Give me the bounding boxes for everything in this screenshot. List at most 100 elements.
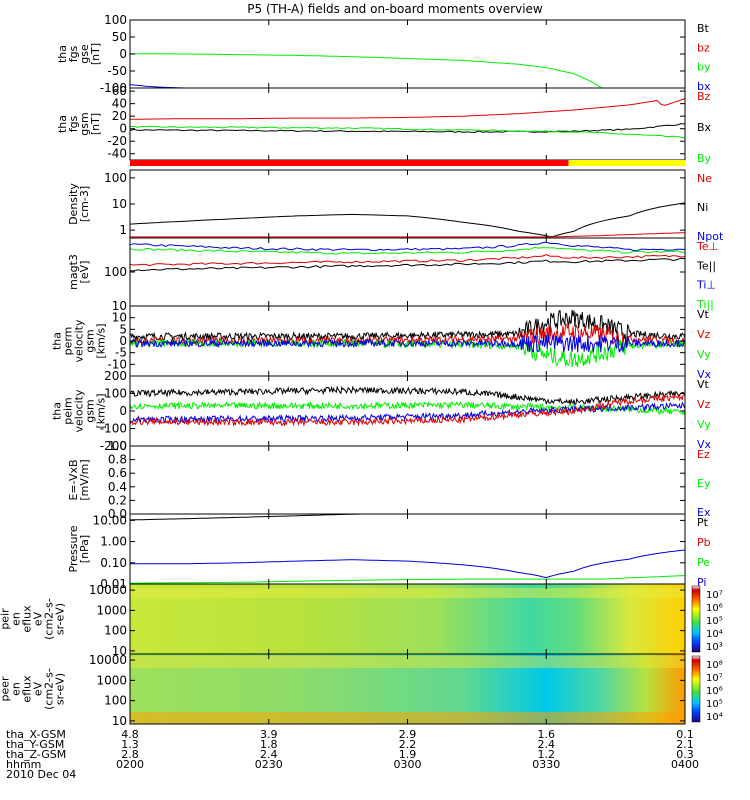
series-line-Vt [129, 385, 686, 406]
colorbar-tick-label: 10⁸ [706, 660, 723, 671]
panel-peir-spectrogram: 10⁷ 10⁶ 10⁵ 10⁴ 10³ 10000 1000 100 10 thapeirenef… [0, 583, 723, 658]
x-tick-value: 3.9 [260, 728, 278, 741]
series-line-Te|| [130, 257, 686, 272]
y-axis-label: en [10, 612, 23, 626]
x-tick-value: 1.3 [121, 738, 139, 751]
x-tick-value: 0230 [255, 758, 283, 771]
x-tick-value: 2.4 [538, 738, 556, 751]
y-axis-label: [km/s] [95, 393, 108, 428]
x-axis-row-label: tha_Y-GSM [6, 738, 64, 751]
y-tick-label: 0.6 [108, 466, 127, 480]
series-line-Ni [129, 202, 686, 238]
y-axis-label: Pressure [67, 525, 80, 572]
y-tick-label: 100 [104, 694, 127, 708]
y-axis-label: velocity [73, 389, 86, 432]
y-axis-label: E=-VxB [67, 459, 80, 500]
mode-segment [130, 160, 569, 166]
y-tick-label: 10 [112, 644, 127, 658]
panel-density: 100 10 1 Density[cm-3] Ne Ni Npot [67, 169, 724, 243]
legend-Pt: Pt [697, 516, 709, 529]
y-axis-label: gsm [78, 112, 91, 135]
y-axis-label: fgs [67, 45, 80, 62]
y-axis-label: (cm2-s- [43, 668, 56, 710]
panels: 100500-50-100thafgsgse[nT]Btbzbybx604020… [0, 13, 724, 728]
y-axis-label: peir [0, 608, 12, 630]
series-line-Vz [129, 393, 686, 428]
y-axis-label: tha [0, 680, 1, 698]
legend-Vt: Vt [697, 308, 710, 321]
x-tick-value: 0400 [671, 758, 699, 771]
y-tick-label: 1.0 [108, 439, 127, 453]
x-tick-value: 2.4 [260, 748, 278, 761]
legend-Vy: Vy [697, 348, 711, 361]
series-line-by [130, 53, 603, 89]
colorbar-tick-label: 10⁷ [706, 673, 723, 684]
y-axis-label: peim [62, 397, 75, 425]
colorbar-tick-label: 10⁵ [706, 616, 723, 627]
y-axis-label: gse [78, 44, 91, 64]
legend-Vx: Vx [697, 438, 712, 451]
panel-temperature: 100 10 magt3[eV] Te⊥ Te|| Ti⊥ Ti|| [67, 237, 718, 313]
y-tick-label: 10 [112, 311, 127, 325]
y-tick-label: 10 [112, 299, 127, 313]
y-tick-label: 10000 [89, 583, 127, 597]
y-tick-label: -100 [100, 422, 127, 436]
colorbar-tick-label: 10⁷ [706, 590, 723, 601]
y-tick-label: 100 [104, 387, 127, 401]
panel-frame [129, 87, 686, 161]
legend-Bx: Bx [697, 121, 712, 134]
y-axis-label: tha [51, 402, 64, 420]
y-axis-label: magt3 [67, 254, 80, 290]
legend-Pb: Pb [697, 536, 711, 549]
colorbar [691, 585, 701, 653]
panel-mode-bar [130, 160, 685, 166]
y-tick-label: 0 [119, 404, 127, 418]
y-axis-label: peer [0, 676, 12, 702]
y-tick-label: 0.8 [108, 453, 127, 467]
legend-Ex: Ex [697, 506, 711, 519]
series-line-Te⊥ [129, 254, 686, 267]
y-tick-label: 1000 [96, 603, 127, 617]
y-axis-label: [mV/m] [78, 459, 91, 500]
y-tick-label: -5 [115, 346, 127, 360]
y-axis-label: tha [51, 332, 64, 350]
y-tick-label: 0.2 [108, 493, 127, 507]
y-axis-label: eflux [21, 675, 34, 703]
series-line-Bz [130, 98, 686, 120]
y-tick-label: 1000 [96, 673, 127, 687]
y-tick-label: 50 [112, 30, 127, 44]
legend-Ti||: Ti|| [696, 298, 714, 311]
x-tick-value: 2.2 [399, 738, 417, 751]
series-line-Bx [129, 123, 686, 133]
y-axis-label: sr-eV) [54, 603, 67, 635]
spectrogram-band [130, 588, 685, 598]
legend-Pi: Pi [697, 576, 706, 589]
y-tick-label: 0.4 [108, 480, 127, 494]
y-tick-label: 0 [119, 334, 127, 348]
y-tick-label: 0 [119, 122, 127, 136]
series-line-Vz [129, 323, 686, 349]
y-tick-label: 200 [104, 369, 127, 383]
legend-Te⊥: Te⊥ [696, 240, 718, 253]
series-line-Pt [129, 513, 360, 521]
y-axis-label: [nT] [89, 43, 102, 65]
series-line-Vx [129, 401, 686, 425]
y-axis-label: en [10, 682, 23, 696]
y-tick-label: 0.0 [108, 507, 127, 521]
panel-pressure: 10.00 1.00 0.10 0.01 Pressure[nPa] Pt Pb Pe Pi [67, 513, 711, 591]
colorbar-tick-label: 10⁵ [706, 699, 723, 710]
legend-Pe: Pe [697, 556, 710, 569]
x-axis-row-label: 2010 Dec 04 [6, 768, 76, 781]
x-tick-value: 1.6 [538, 728, 556, 741]
panel-frame [129, 169, 686, 239]
y-tick-label: -50 [107, 64, 127, 78]
y-axis-label: [nT] [89, 113, 102, 135]
y-tick-label: -100 [100, 81, 127, 95]
y-tick-label: 100 [104, 624, 127, 638]
colorbar-tick-label: 10⁶ [706, 603, 723, 614]
series-line-Pi [130, 549, 686, 579]
